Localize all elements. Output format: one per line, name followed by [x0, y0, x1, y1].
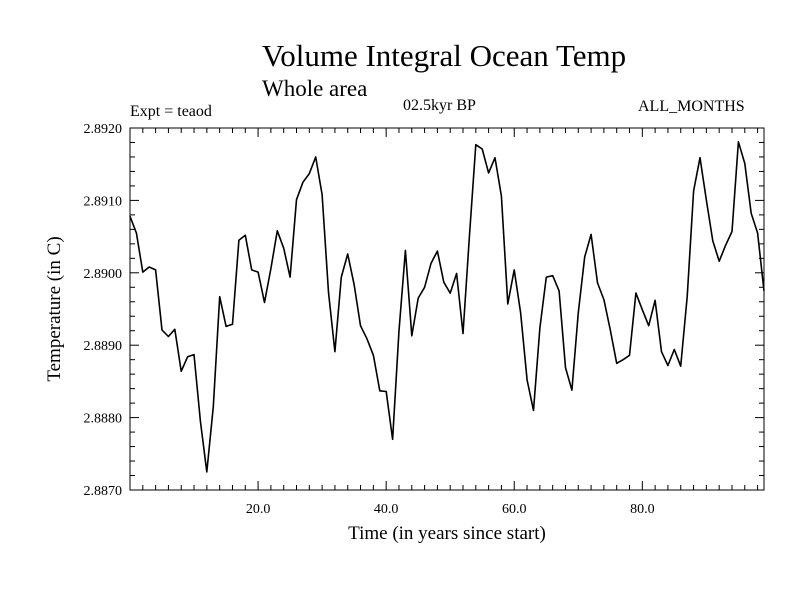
x-axis-label: Time (in years since start)	[348, 523, 546, 544]
x-tick-label: 80.0	[630, 502, 655, 517]
chart-title: Volume Integral Ocean Temp	[261, 38, 627, 73]
experiment-label: Expt = teaod	[130, 103, 212, 120]
series-line	[129, 141, 765, 473]
y-tick-label: 2.8890	[84, 339, 123, 354]
months-label: ALL_MONTHS	[638, 98, 745, 115]
period-label: 02.5kyr BP	[403, 97, 476, 114]
x-tick-label: 60.0	[502, 502, 527, 517]
y-tick-label: 2.8900	[84, 267, 123, 282]
plot-frame	[129, 127, 765, 491]
x-tick-label: 20.0	[246, 502, 271, 517]
y-axis-label: Temperature (in C)	[44, 236, 65, 381]
y-tick-label: 2.8920	[84, 122, 123, 137]
x-tick-label: 40.0	[374, 502, 399, 517]
chart-subtitle: Whole area	[262, 76, 368, 101]
y-tick-label: 2.8880	[84, 412, 123, 427]
y-tick-label: 2.8910	[84, 194, 123, 209]
y-tick-label: 2.8870	[84, 484, 123, 499]
